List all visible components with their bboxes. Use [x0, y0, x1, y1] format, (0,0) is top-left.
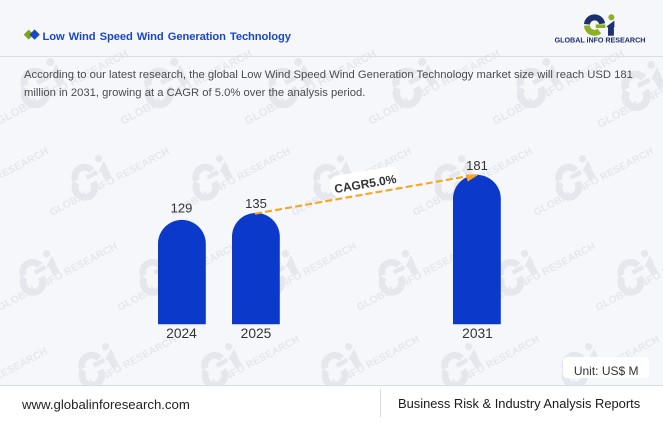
- svg-text:Unit: US$ M: Unit: US$ M: [574, 364, 639, 378]
- svg-text:2025: 2025: [241, 326, 272, 341]
- svg-text:181: 181: [466, 158, 488, 173]
- svg-text:2024: 2024: [166, 326, 197, 341]
- svg-text:GLOBAL iNFO RESEARCH: GLOBAL iNFO RESEARCH: [555, 35, 646, 44]
- svg-text:129: 129: [171, 201, 193, 216]
- svg-text:2031: 2031: [462, 326, 493, 341]
- svg-text:135: 135: [245, 196, 267, 211]
